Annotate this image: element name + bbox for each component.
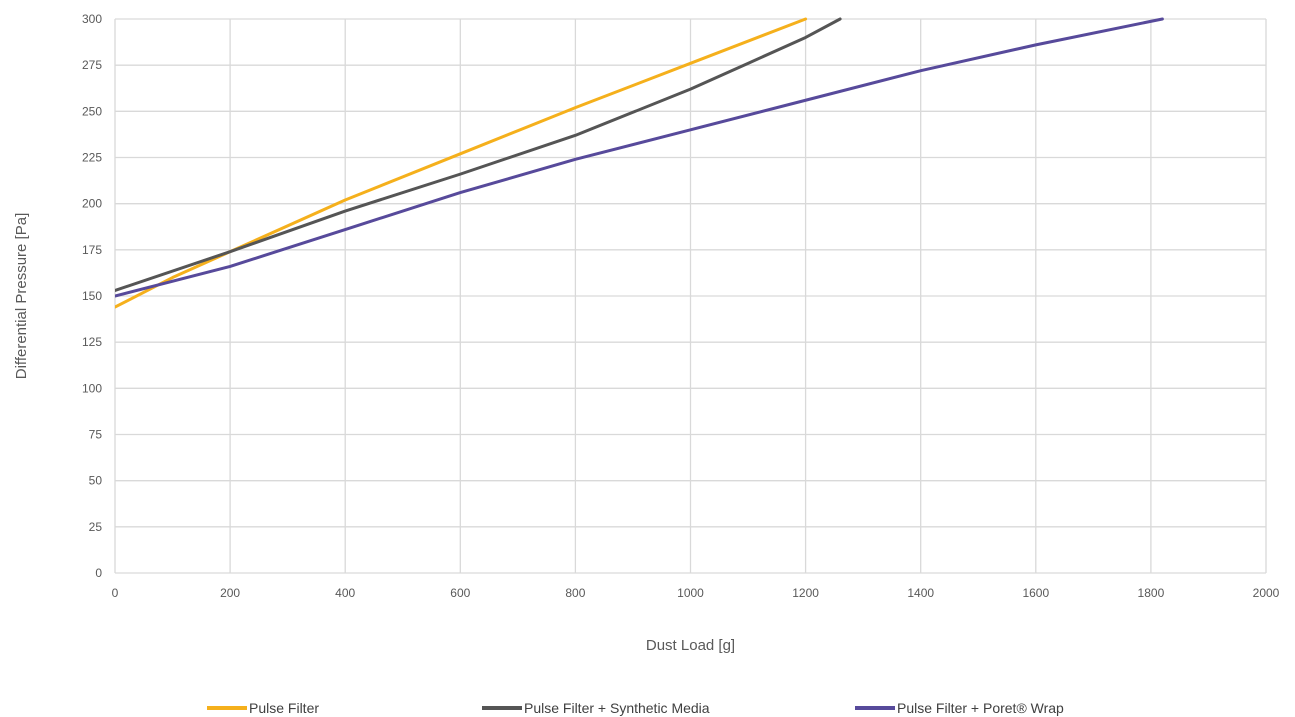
axes: 0 25 50 75 100 125 150 175 200 225 250 275 300 0 200 40…	[82, 12, 1280, 600]
y-tick-label: 0	[95, 566, 102, 580]
legend: Pulse Filter Pulse Filter + Synthetic Med…	[207, 700, 1064, 716]
x-tick-label: 400	[335, 586, 355, 600]
x-tick-label: 1400	[907, 586, 934, 600]
x-axis-title: Dust Load [g]	[646, 637, 735, 654]
x-tick-label: 1800	[1138, 586, 1165, 600]
y-tick-label: 150	[82, 289, 102, 303]
y-tick-label: 250	[82, 104, 102, 118]
y-tick-label: 225	[82, 151, 102, 165]
y-tick-label: 275	[82, 58, 102, 72]
grid	[114, 18, 1267, 574]
series-line-3	[115, 17, 1164, 298]
y-tick-label: 25	[89, 520, 103, 534]
x-tick-label: 1200	[792, 586, 819, 600]
legend-label-3: Pulse Filter + Poret® Wrap	[897, 700, 1064, 716]
y-tick-label: 200	[82, 197, 102, 211]
y-tick-label: 100	[82, 381, 102, 395]
x-tick-label: 800	[565, 586, 585, 600]
x-tick-label: 200	[220, 586, 240, 600]
series-line-2	[115, 17, 842, 292]
legend-label-1: Pulse Filter	[249, 700, 319, 716]
y-tick-label: 50	[89, 474, 103, 488]
x-tick-label: 2000	[1253, 586, 1280, 600]
y-tick-label: 125	[82, 335, 102, 349]
y-tick-label: 75	[89, 428, 103, 442]
y-tick-label: 300	[82, 12, 102, 26]
x-tick-label: 1600	[1022, 586, 1049, 600]
series-line-1	[115, 17, 808, 309]
y-tick-label: 175	[82, 243, 102, 257]
legend-label-2: Pulse Filter + Synthetic Media	[524, 700, 710, 716]
series-layer	[115, 17, 1164, 309]
y-axis-title: Differential Pressure [Pa]	[13, 213, 30, 379]
x-tick-label: 0	[112, 586, 119, 600]
x-tick-label: 1000	[677, 586, 704, 600]
x-tick-label: 600	[450, 586, 470, 600]
